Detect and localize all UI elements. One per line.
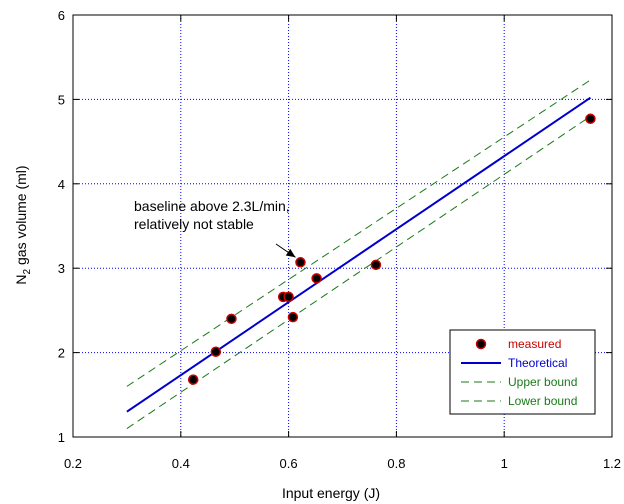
legend-marker-measured — [475, 338, 487, 350]
y-tick-label: 6 — [58, 8, 65, 23]
measured-point — [187, 374, 199, 385]
measured-point — [370, 259, 382, 271]
y-axis-label-suffix: gas volume (ml) — [13, 165, 29, 268]
measured-point — [311, 273, 322, 284]
upper-bound-line — [126, 79, 591, 387]
x-axis-label: Input energy (J) — [282, 485, 380, 501]
x-tick-label: 0.8 — [387, 456, 405, 471]
annotation-line-1: baseline above 2.3L/min, — [134, 198, 290, 214]
annotation-line-2: relatively not stable — [134, 216, 254, 232]
theoretical-line — [126, 96, 592, 413]
x-tick-label: 0.2 — [64, 456, 82, 471]
measured-point — [283, 291, 294, 303]
legend-label-theoretical: Theoretical — [508, 356, 567, 370]
legend-label-lower-bound: Lower bound — [508, 394, 577, 408]
y-tick-label: 4 — [58, 177, 65, 192]
x-tick-label: 0.6 — [280, 456, 298, 471]
series-layer — [126, 79, 596, 429]
x-tick-label: 1 — [501, 456, 508, 471]
x-tick-label: 0.4 — [172, 456, 190, 471]
legend-label-measured: measured — [508, 337, 561, 351]
measured-point — [295, 257, 306, 268]
y-axis-label-prefix: N — [13, 274, 29, 284]
y-tick-label: 2 — [58, 346, 65, 361]
measured-point — [210, 346, 222, 358]
y-tick-label: 5 — [58, 92, 65, 107]
legend-label-upper-bound: Upper bound — [508, 375, 577, 389]
x-tick-label: 1.2 — [603, 456, 621, 471]
y-axis-label: N2 gas volume (ml) — [13, 165, 33, 284]
measured-point — [585, 113, 596, 125]
plot-area-frame — [72, 14, 613, 438]
y-tick-label: 1 — [58, 430, 65, 445]
annotation-arrowhead — [285, 248, 296, 258]
measured-point — [226, 313, 237, 325]
legend-box — [449, 329, 596, 415]
annotation: baseline above 2.3L/min, relatively not … — [134, 198, 296, 258]
measured-point — [287, 311, 299, 323]
axis-ticks: 0.2 0.4 0.6 0.8 1 1.2 1 2 3 4 5 6 — [58, 8, 621, 471]
y-axis-label-subscript: 2 — [22, 268, 33, 274]
legend: measured Theoretical Upper bound Lower boun… — [449, 329, 596, 415]
lower-bound-line — [126, 115, 591, 429]
y-tick-label: 3 — [58, 261, 65, 276]
